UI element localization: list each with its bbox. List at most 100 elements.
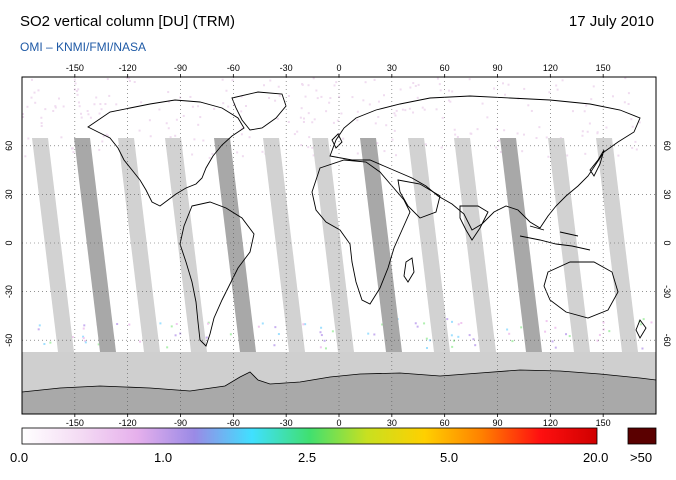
so2-pixel	[446, 318, 449, 321]
so2-pixel	[128, 323, 131, 326]
so2-pixel	[299, 116, 302, 119]
so2-pixel	[73, 78, 76, 81]
so2-pixel	[438, 83, 441, 86]
so2-pixel	[311, 121, 314, 124]
so2-pixel	[535, 137, 538, 140]
so2-pixel	[495, 146, 498, 149]
so2-pixel	[82, 327, 85, 330]
so2-pixel	[302, 120, 305, 123]
so2-pixel	[307, 146, 310, 149]
so2-pixel	[364, 81, 367, 84]
so2-pixel	[425, 347, 428, 350]
so2-pixel	[208, 156, 211, 159]
lon-tick-bottom: -150	[66, 418, 84, 428]
so2-pixel	[74, 82, 77, 85]
so2-pixel	[508, 332, 511, 335]
so2-pixel	[331, 330, 334, 333]
so2-pixel	[225, 89, 228, 92]
so2-pixel	[453, 128, 456, 131]
so2-pixel	[639, 323, 642, 326]
so2-pixel	[423, 108, 426, 111]
so2-pixel	[561, 79, 564, 82]
so2-pixel	[30, 78, 33, 81]
so2-pixel	[37, 89, 40, 92]
so2-pixel	[439, 89, 442, 92]
so2-pixel	[240, 133, 243, 136]
so2-pixel	[627, 92, 630, 95]
so2-pixel	[584, 152, 587, 155]
so2-pixel	[202, 139, 205, 142]
so2-pixel	[414, 84, 417, 87]
so2-pixel	[556, 88, 559, 91]
so2-pixel	[93, 103, 96, 106]
so2-pixel	[175, 322, 178, 325]
indonesia-outline	[519, 225, 591, 251]
so2-pixel	[128, 79, 131, 82]
so2-pixel	[97, 343, 100, 346]
orbit-gap-band	[596, 138, 638, 352]
so2-pixel	[148, 119, 151, 122]
so2-pixel	[596, 131, 599, 134]
so2-pixel	[441, 116, 444, 119]
lat-tick-right: -30	[662, 285, 672, 298]
lon-tick-bottom: 90	[492, 418, 502, 428]
lat-tick-right: 30	[662, 189, 672, 199]
orbit-gap-band	[360, 138, 402, 352]
colorbar-label-3: 5.0	[440, 450, 459, 465]
so2-pixel	[638, 121, 641, 124]
so2-pixel	[231, 79, 234, 82]
lat-tick-left: 0	[4, 240, 14, 245]
so2-pixel	[356, 110, 359, 113]
so2-pixel	[457, 335, 460, 338]
lat-tick-left: 60	[4, 141, 14, 151]
so2-pixel	[191, 105, 194, 108]
so2-pixel	[417, 83, 420, 86]
orbit-gap-layer	[32, 138, 638, 352]
so2-pixel	[367, 332, 370, 335]
so2-pixel	[391, 138, 394, 141]
map-title: SO2 vertical column [DU] (TRM)	[20, 13, 236, 30]
so2-pixel	[99, 103, 102, 106]
so2-pixel	[82, 335, 85, 338]
lon-tick-bottom: -30	[280, 418, 293, 428]
colorbar-label-1: 1.0	[154, 450, 173, 465]
colorbar-label-2: 2.5	[298, 450, 317, 465]
so2-pixel	[324, 347, 327, 350]
so2-pixel	[436, 77, 439, 80]
so2-pixel	[82, 337, 85, 340]
coastlines	[87, 91, 647, 347]
so2-pixel	[167, 127, 170, 130]
lon-tick-top: -120	[119, 63, 137, 73]
so2-pixel	[43, 342, 46, 345]
so2-pixel	[416, 96, 419, 99]
lat-tick-right: 60	[662, 141, 672, 151]
so2-pixel	[174, 334, 177, 337]
orbit-gap-band	[165, 138, 207, 352]
so2-pixel	[302, 117, 305, 120]
so2-pixel	[503, 129, 506, 132]
so2-pixel	[596, 339, 599, 342]
colorbar-overflow-box	[627, 427, 657, 445]
so2-pixel	[424, 143, 427, 146]
so2-pixel	[399, 88, 402, 91]
so2-pixel	[311, 146, 314, 149]
lon-tick-top: 30	[387, 63, 397, 73]
so2-pixel	[381, 323, 384, 326]
lon-tick-bottom: 120	[543, 418, 558, 428]
so2-pixel	[521, 150, 524, 153]
so2-pixel	[342, 137, 345, 140]
so2-pixel	[373, 333, 376, 336]
so2-pixel	[174, 134, 177, 137]
orbit-gap-band	[454, 138, 496, 352]
so2-pixel	[287, 121, 290, 124]
so2-pixel	[38, 324, 41, 327]
so2-pixel	[106, 134, 109, 137]
so2-pixel	[383, 150, 386, 153]
so2-pixel	[197, 105, 200, 108]
so2-pixel	[170, 325, 173, 328]
australia-outline	[543, 261, 619, 319]
so2-pixel	[530, 109, 533, 112]
lon-tick-top: -150	[66, 63, 84, 73]
so2-pixel	[451, 320, 454, 323]
so2-pixel	[76, 93, 79, 96]
